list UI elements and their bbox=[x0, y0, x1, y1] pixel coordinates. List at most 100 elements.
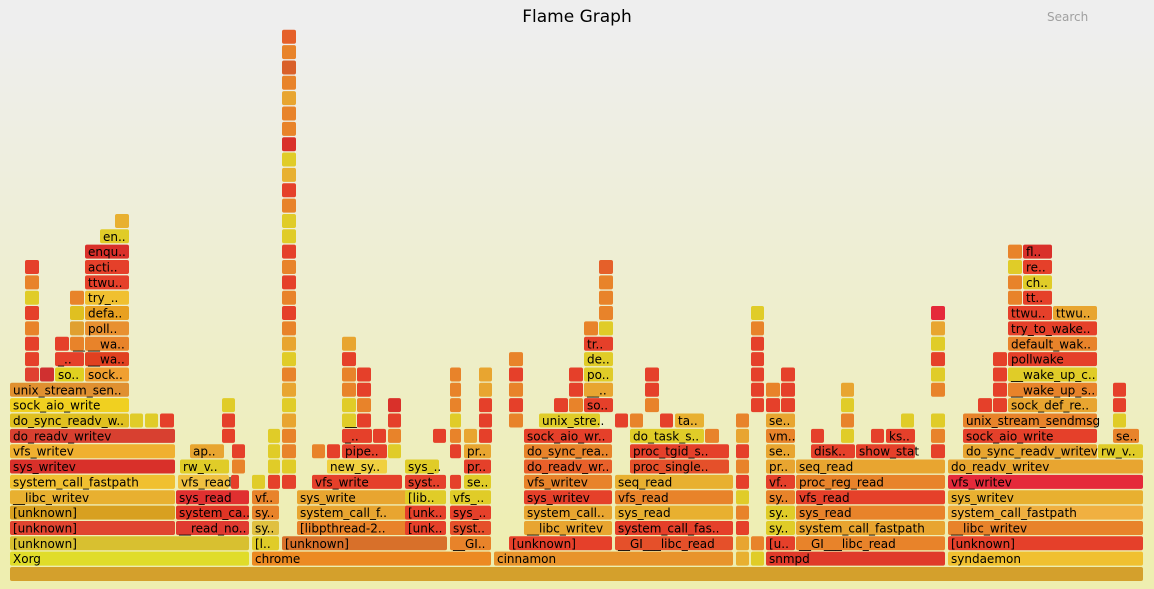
frame[interactable] bbox=[811, 444, 855, 459]
frame[interactable] bbox=[796, 474, 945, 489]
frame[interactable] bbox=[282, 75, 296, 90]
frame[interactable] bbox=[282, 45, 296, 60]
frame[interactable] bbox=[781, 382, 795, 397]
frame[interactable] bbox=[450, 398, 461, 413]
frame[interactable] bbox=[252, 505, 279, 520]
frame[interactable] bbox=[524, 428, 612, 443]
frame[interactable] bbox=[584, 321, 598, 336]
frame[interactable] bbox=[931, 444, 945, 459]
frame[interactable] bbox=[524, 459, 612, 474]
frame[interactable] bbox=[751, 306, 764, 321]
frame[interactable] bbox=[450, 367, 461, 382]
frame[interactable] bbox=[464, 428, 477, 443]
frame[interactable] bbox=[405, 474, 446, 489]
frame[interactable] bbox=[736, 428, 749, 443]
frame[interactable] bbox=[766, 428, 795, 443]
frame[interactable] bbox=[282, 244, 296, 259]
frame[interactable] bbox=[450, 536, 491, 551]
frame[interactable] bbox=[796, 490, 945, 505]
frame[interactable] bbox=[342, 367, 356, 382]
frame[interactable] bbox=[736, 505, 749, 520]
frame[interactable] bbox=[841, 398, 854, 413]
frame[interactable] bbox=[615, 474, 733, 489]
frame[interactable] bbox=[282, 367, 296, 382]
frame[interactable] bbox=[948, 536, 1143, 551]
frame[interactable] bbox=[268, 459, 280, 474]
frame[interactable] bbox=[963, 444, 1097, 459]
frame[interactable] bbox=[509, 398, 523, 413]
frame[interactable] bbox=[751, 321, 764, 336]
frame[interactable] bbox=[630, 428, 704, 443]
frame[interactable] bbox=[282, 444, 296, 459]
frame[interactable] bbox=[675, 413, 704, 428]
frame[interactable] bbox=[25, 260, 39, 274]
frame[interactable] bbox=[450, 428, 461, 443]
frame[interactable] bbox=[766, 520, 795, 535]
frame[interactable] bbox=[282, 152, 296, 167]
frame[interactable] bbox=[751, 551, 764, 566]
frame[interactable] bbox=[645, 382, 659, 397]
frame[interactable] bbox=[948, 474, 1143, 489]
frame[interactable] bbox=[405, 490, 446, 505]
frame[interactable] bbox=[176, 505, 249, 520]
frame[interactable] bbox=[282, 290, 296, 305]
frame[interactable] bbox=[931, 382, 945, 397]
frame[interactable] bbox=[841, 382, 854, 397]
frame[interactable] bbox=[479, 382, 492, 397]
frame[interactable] bbox=[736, 551, 749, 566]
frame[interactable] bbox=[232, 459, 245, 474]
frame[interactable] bbox=[751, 336, 764, 351]
frame[interactable] bbox=[901, 413, 914, 428]
frame[interactable] bbox=[599, 321, 613, 336]
frame[interactable] bbox=[85, 367, 129, 382]
frame[interactable] bbox=[282, 137, 296, 152]
frame[interactable] bbox=[342, 428, 372, 443]
frame[interactable] bbox=[599, 275, 613, 290]
frame[interactable] bbox=[1113, 382, 1126, 397]
frame[interactable] bbox=[736, 490, 749, 505]
frame[interactable] bbox=[357, 398, 371, 413]
frame[interactable] bbox=[736, 520, 749, 535]
frame[interactable] bbox=[509, 352, 523, 367]
frame[interactable] bbox=[645, 398, 659, 413]
frame[interactable] bbox=[871, 428, 884, 443]
frame[interactable] bbox=[931, 306, 945, 321]
frame[interactable] bbox=[70, 321, 84, 336]
frame[interactable] bbox=[25, 290, 39, 305]
frame[interactable] bbox=[85, 352, 129, 367]
frame[interactable] bbox=[388, 413, 401, 428]
frame[interactable] bbox=[55, 367, 84, 382]
frame[interactable] bbox=[1053, 306, 1097, 321]
frame[interactable] bbox=[948, 551, 1143, 566]
frame[interactable] bbox=[160, 413, 174, 428]
frame[interactable] bbox=[599, 306, 613, 321]
frame[interactable] bbox=[282, 29, 296, 44]
frame[interactable] bbox=[494, 551, 733, 566]
frame[interactable] bbox=[766, 413, 795, 428]
frame[interactable] bbox=[282, 536, 447, 551]
frame[interactable] bbox=[25, 306, 39, 321]
frame[interactable] bbox=[948, 459, 1143, 474]
frame[interactable] bbox=[405, 505, 446, 520]
frame[interactable] bbox=[1008, 367, 1097, 382]
frame[interactable] bbox=[615, 520, 733, 535]
frame[interactable] bbox=[231, 474, 239, 489]
frame[interactable] bbox=[40, 367, 54, 382]
frame[interactable] bbox=[751, 382, 764, 397]
frame[interactable] bbox=[85, 260, 129, 274]
frame[interactable] bbox=[841, 413, 854, 428]
frame[interactable] bbox=[70, 336, 84, 351]
frame[interactable] bbox=[796, 536, 945, 551]
frame[interactable] bbox=[1008, 275, 1022, 290]
search-button[interactable]: Search bbox=[1047, 10, 1088, 24]
frame[interactable] bbox=[388, 398, 401, 413]
frame[interactable] bbox=[948, 490, 1143, 505]
frame[interactable] bbox=[190, 444, 224, 459]
frame[interactable] bbox=[282, 60, 296, 75]
frame[interactable] bbox=[1008, 382, 1097, 397]
frame[interactable] bbox=[1023, 290, 1052, 305]
frame[interactable] bbox=[10, 444, 175, 459]
frame[interactable] bbox=[931, 367, 945, 382]
frame[interactable] bbox=[450, 413, 461, 428]
frame[interactable] bbox=[963, 413, 1097, 428]
